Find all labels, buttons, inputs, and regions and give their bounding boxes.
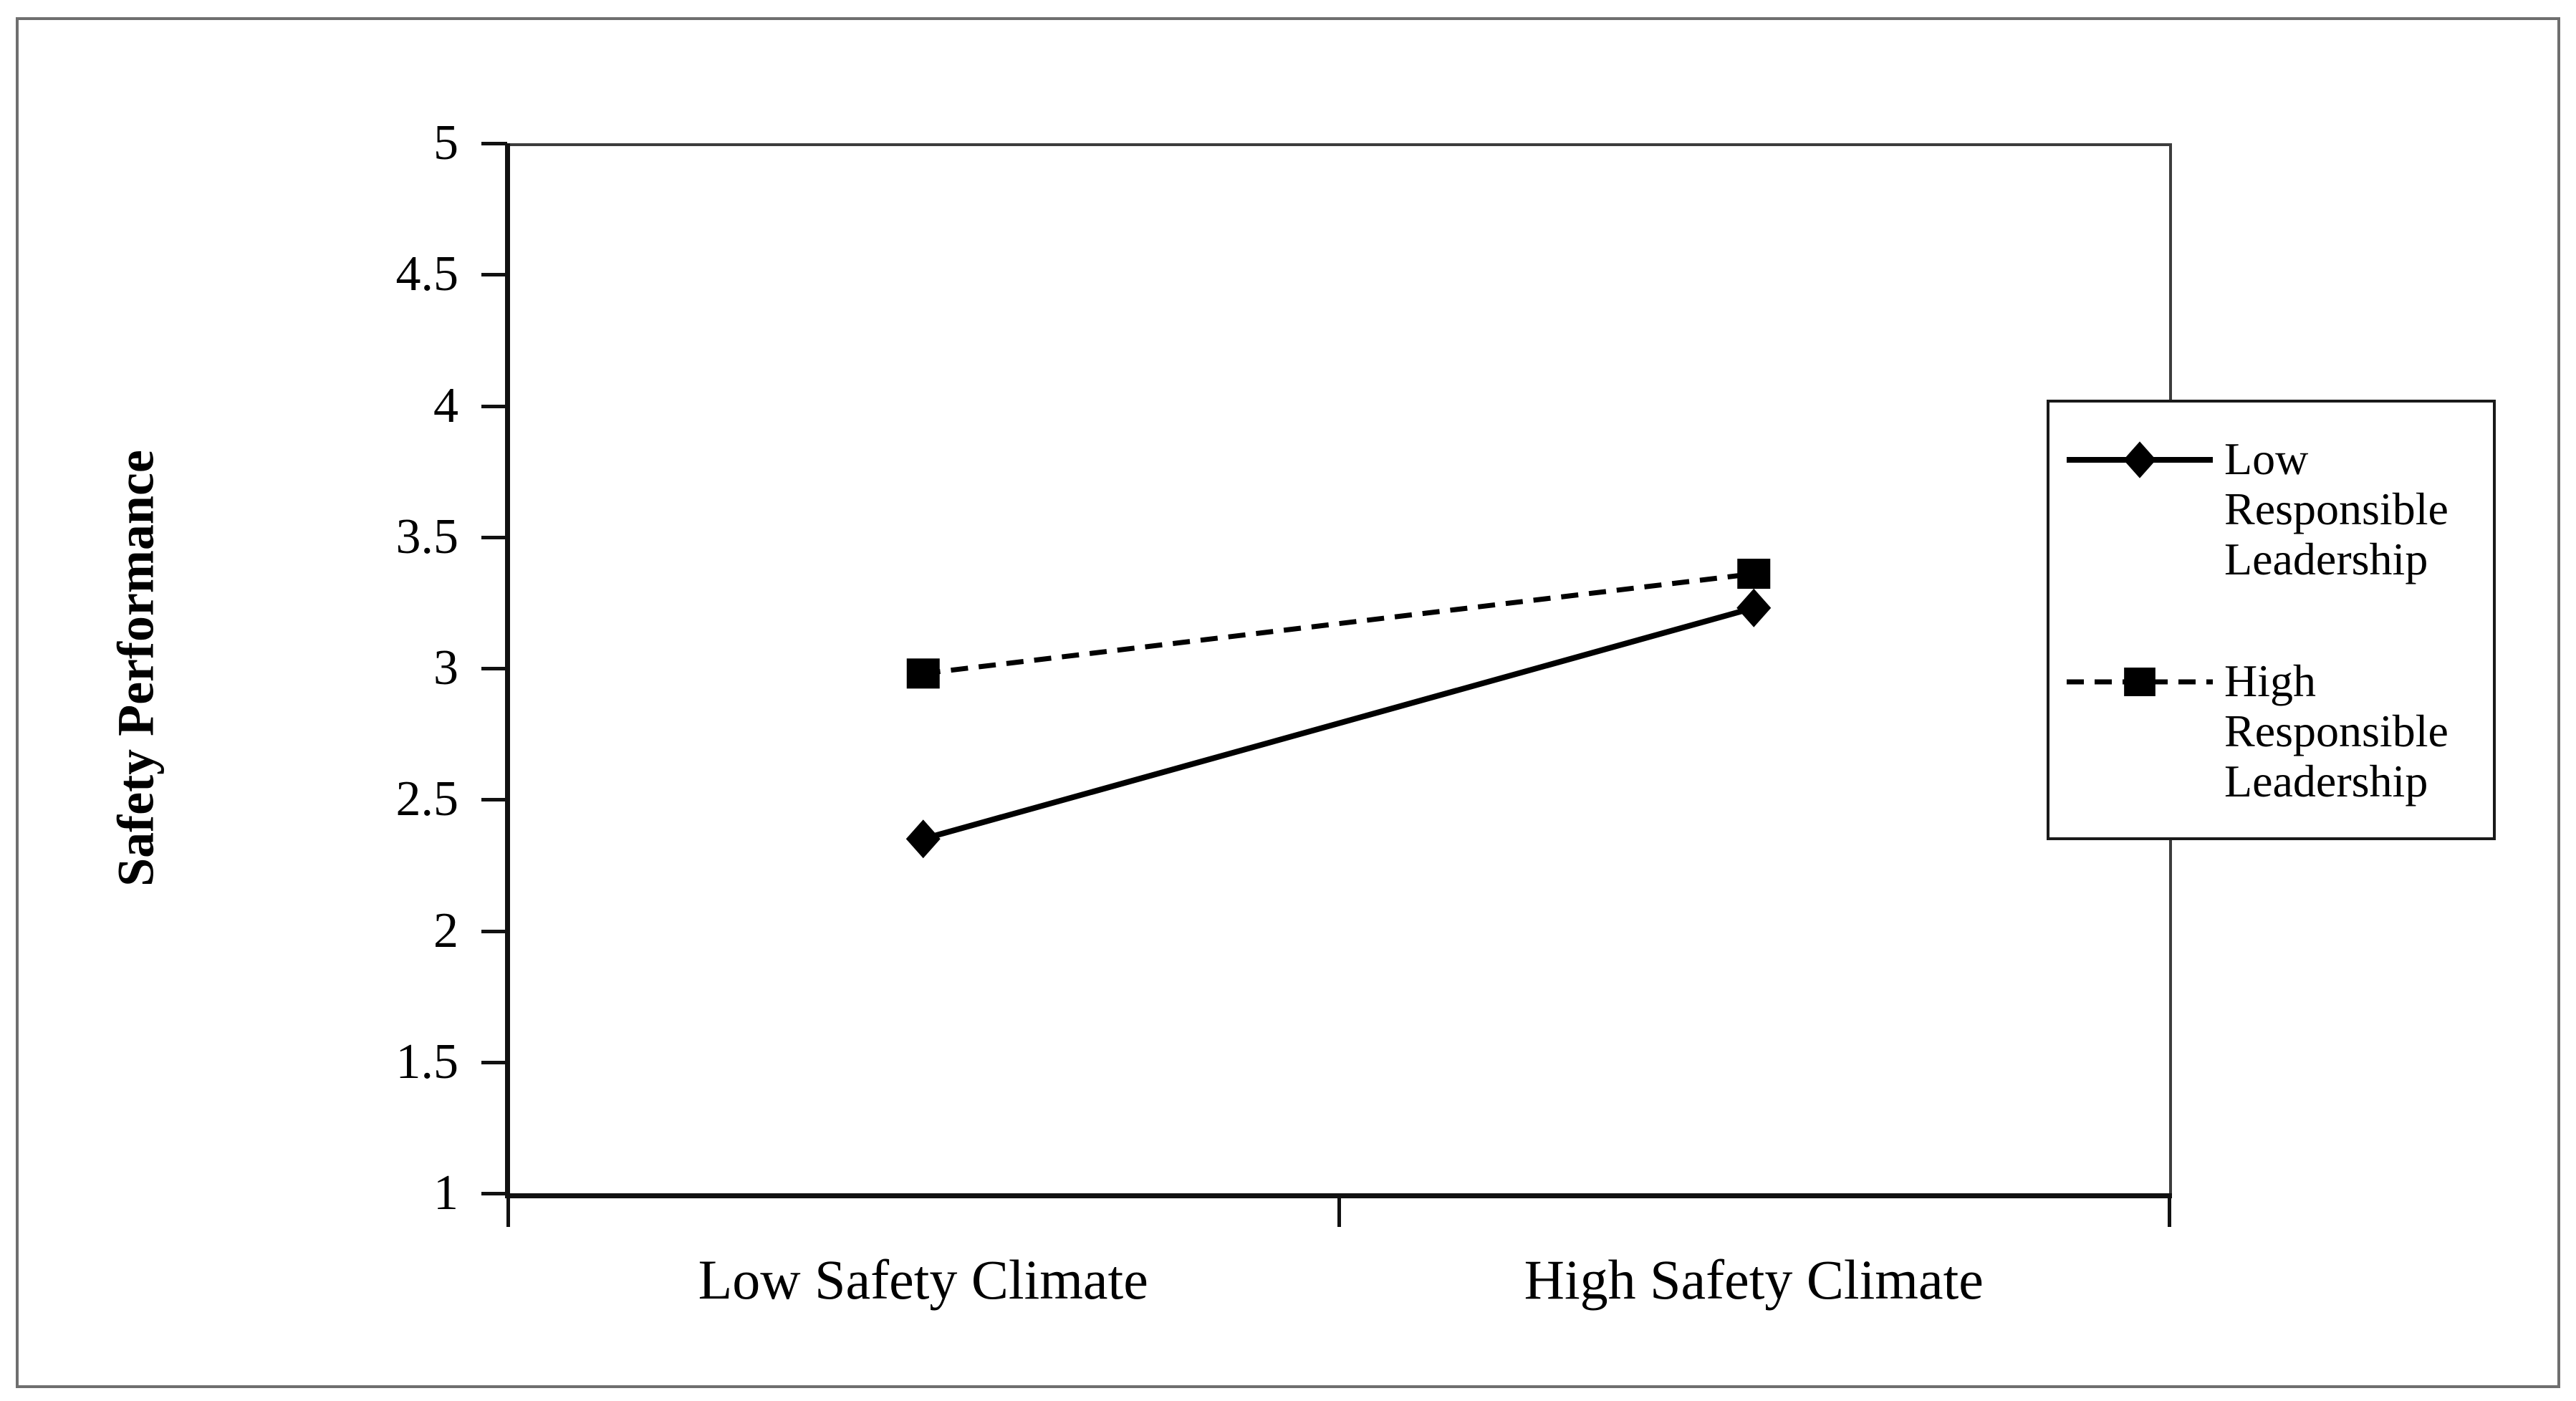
y-tick-label: 1.5 bbox=[395, 1034, 459, 1089]
legend-entry-low-responsible-leadership: Low Responsible Leadership bbox=[2064, 434, 2511, 584]
y-tick-mark bbox=[481, 535, 507, 539]
legend-label: High Responsible Leadership bbox=[2224, 655, 2448, 807]
square-marker bbox=[906, 658, 940, 689]
square-marker bbox=[1737, 559, 1771, 589]
plot-border-top bbox=[505, 143, 2172, 146]
diamond-marker bbox=[905, 819, 941, 859]
series-line-dashed bbox=[923, 571, 1754, 676]
plot-series-canvas bbox=[905, 559, 1772, 859]
x-category-label: Low Safety Climate bbox=[698, 1248, 1148, 1311]
legend-sample-solid-diamond-icon bbox=[2067, 441, 2213, 478]
y-tick-mark bbox=[481, 1192, 507, 1195]
y-axis-line bbox=[505, 143, 510, 1198]
y-tick-mark bbox=[481, 667, 507, 670]
y-tick-mark bbox=[481, 929, 507, 933]
y-tick-mark bbox=[481, 404, 507, 408]
y-tick-mark bbox=[481, 1060, 507, 1064]
x-category-label: High Safety Climate bbox=[1524, 1248, 1984, 1311]
diamond-marker bbox=[2123, 441, 2156, 478]
y-tick-label: 4 bbox=[433, 377, 458, 433]
x-axis-line bbox=[505, 1193, 2172, 1198]
legend-label: Low Responsible Leadership bbox=[2224, 433, 2448, 584]
legend: Low Responsible Leadership High Responsi… bbox=[2047, 400, 2496, 840]
x-tick-mark bbox=[506, 1198, 510, 1227]
y-tick-label: 2.5 bbox=[395, 771, 459, 827]
y-tick-mark bbox=[481, 273, 507, 277]
y-tick-mark bbox=[481, 798, 507, 802]
x-tick-mark bbox=[2168, 1198, 2171, 1227]
y-tick-label: 4.5 bbox=[395, 246, 459, 302]
y-tick-label: 5 bbox=[433, 115, 458, 170]
y-tick-label: 2 bbox=[433, 902, 458, 958]
y-tick-label: 1 bbox=[433, 1165, 458, 1221]
y-tick-label: 3 bbox=[433, 640, 458, 695]
x-tick-mark bbox=[1337, 1198, 1341, 1227]
legend-entry-high-responsible-leadership: High Responsible Leadership bbox=[2064, 656, 2511, 807]
y-tick-mark bbox=[481, 142, 507, 145]
diamond-marker bbox=[1736, 588, 1772, 627]
square-marker bbox=[2124, 668, 2156, 696]
series-line-solid bbox=[922, 605, 1755, 842]
legend-sample-dashed-square-icon bbox=[2067, 668, 2213, 696]
y-tick-label: 3.5 bbox=[395, 509, 459, 564]
